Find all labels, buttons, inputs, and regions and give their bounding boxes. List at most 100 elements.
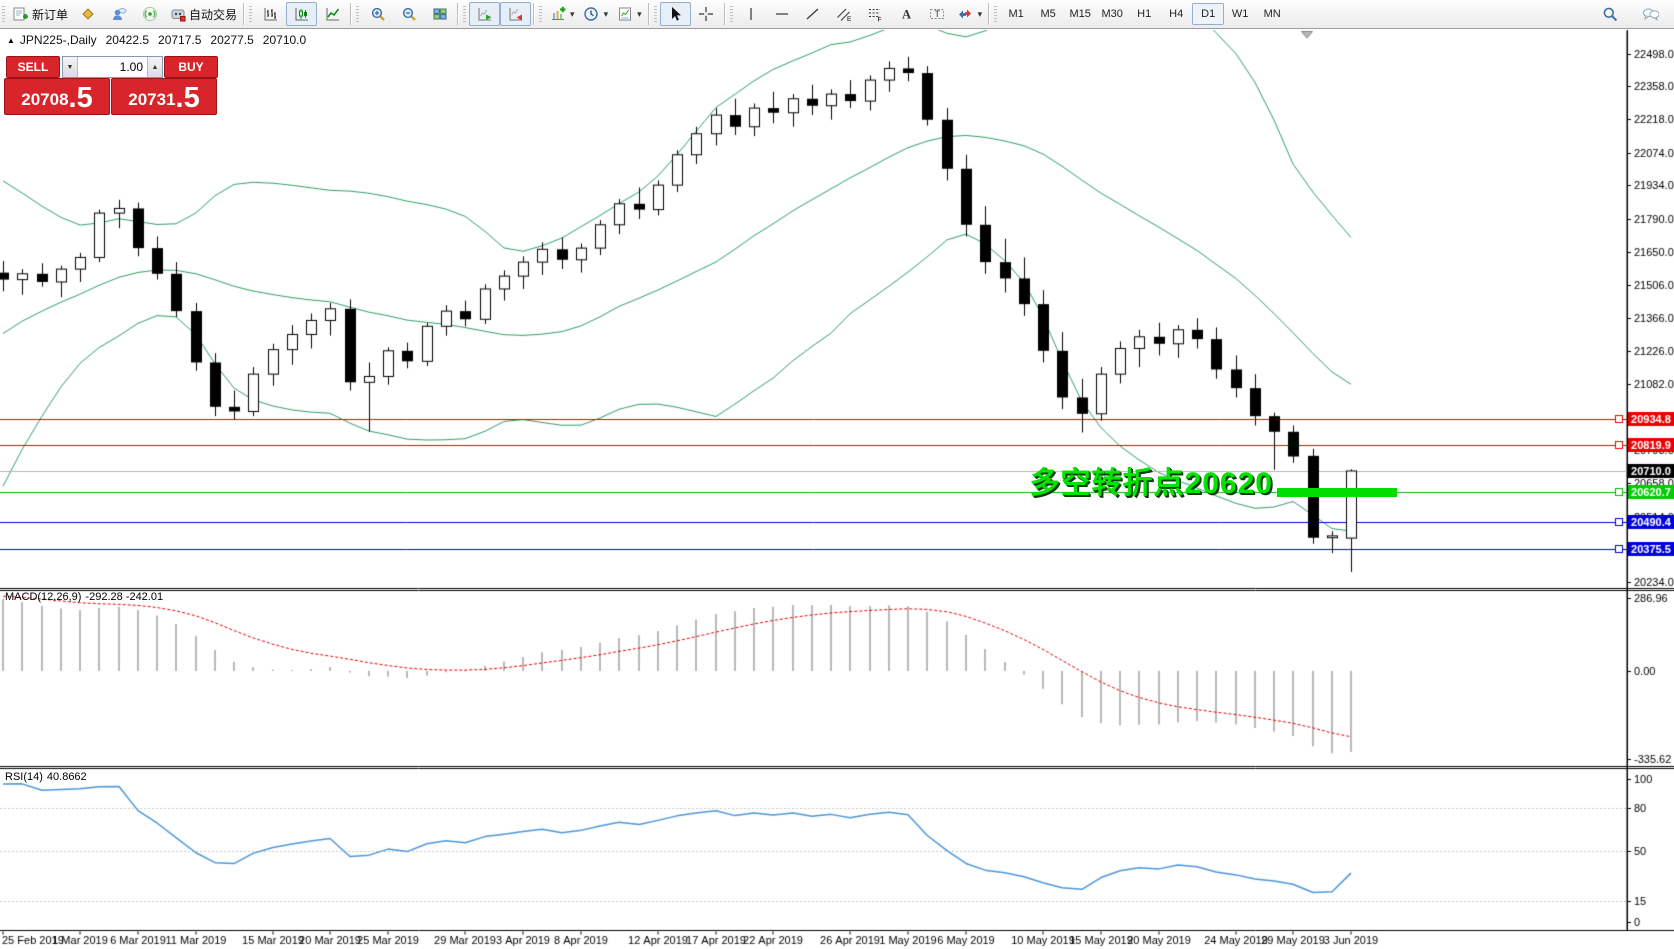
toolbar-separator xyxy=(457,3,460,25)
templates-button[interactable]: ▾ xyxy=(612,2,646,26)
symbol-period-label: JPN225-,Daily xyxy=(19,33,97,47)
vertical-line-button[interactable] xyxy=(736,2,767,26)
community-button[interactable] xyxy=(72,2,103,26)
toolbar-grip[interactable] xyxy=(729,6,733,22)
fibonacci-button[interactable]: F xyxy=(860,2,891,26)
toolbar-separator xyxy=(533,3,536,25)
toolbar-group-0: 新订单 自动交易 xyxy=(0,0,241,28)
toolbar-grip[interactable] xyxy=(2,6,5,22)
timeframe-m1-button[interactable]: M1 xyxy=(1008,8,1024,20)
one-click-trading-panel: SELL ▼ ▲ BUY 20708 .5 20731 .5 xyxy=(4,46,218,115)
buy-button[interactable]: BUY xyxy=(164,56,218,78)
signals-button[interactable] xyxy=(134,2,165,26)
collapse-arrow-icon[interactable]: ▲ xyxy=(7,35,15,45)
user-account-button[interactable] xyxy=(103,2,134,26)
cursor-icon xyxy=(667,6,684,23)
rsi-panel-separator[interactable] xyxy=(0,763,1674,771)
buy-price-button[interactable]: 20731 .5 xyxy=(111,78,217,115)
bar-chart-button[interactable] xyxy=(255,2,286,26)
clock-icon xyxy=(583,6,600,23)
open-value: 20422.5 xyxy=(105,33,150,47)
signals-icon xyxy=(141,6,158,23)
new-order-button[interactable]: 新订单 xyxy=(8,2,72,26)
toolbar-grip[interactable] xyxy=(653,6,657,22)
template-icon xyxy=(616,6,633,23)
cursor-button[interactable] xyxy=(659,2,691,26)
toolbar-group-1 xyxy=(247,0,348,28)
sell-price-main: 20708 xyxy=(21,90,69,109)
volume-decrease-button[interactable]: ▼ xyxy=(63,57,78,77)
hline-icon xyxy=(774,6,791,23)
timeframe-mn-button[interactable]: MN xyxy=(1263,8,1281,20)
volume-increase-button[interactable]: ▲ xyxy=(147,57,162,77)
new-order-button-label: 新订单 xyxy=(32,7,69,22)
trendline-icon xyxy=(805,6,822,23)
line-chart-button[interactable] xyxy=(317,2,348,26)
svg-text:A: A xyxy=(902,8,911,22)
chart-line-icon xyxy=(324,6,341,23)
toolbar-grip[interactable] xyxy=(994,6,998,22)
crosshair-button[interactable] xyxy=(691,2,722,26)
chat-button[interactable] xyxy=(1635,2,1666,26)
auto-scroll-icon xyxy=(476,6,493,23)
periods-button[interactable]: ▾ xyxy=(579,2,613,26)
timeframe-h4-button[interactable]: H4 xyxy=(1169,8,1184,20)
horizontal-line-button[interactable] xyxy=(767,2,798,26)
autotrading-button-label: 自动交易 xyxy=(189,7,238,22)
zoom-out-button[interactable] xyxy=(393,2,424,26)
timeframe-h1-button[interactable]: H1 xyxy=(1137,8,1152,20)
sell-price-button[interactable]: 20708 .5 xyxy=(4,78,110,115)
text-label-button[interactable]: T xyxy=(922,2,953,26)
toolbar-grip[interactable] xyxy=(356,6,360,22)
search-button[interactable] xyxy=(1594,2,1625,26)
volume-input[interactable] xyxy=(78,57,147,77)
chevron-down-icon[interactable]: ▾ xyxy=(637,8,642,19)
chart-candles-icon xyxy=(293,6,310,23)
chevron-down-icon[interactable]: ▾ xyxy=(603,8,609,19)
zoom-in-icon xyxy=(369,6,386,23)
channel-icon: E xyxy=(836,6,853,23)
zoom-in-button[interactable] xyxy=(362,2,393,26)
svg-text:E: E xyxy=(847,16,852,22)
crosshair-icon xyxy=(698,6,715,23)
turning-point-annotation[interactable]: 多空转折点20620 xyxy=(1029,467,1273,500)
autotrading-button[interactable]: 自动交易 xyxy=(165,2,241,26)
toolbar-group-6: E F A T ▾ xyxy=(728,0,987,28)
timeframe-m15-button[interactable]: M15 xyxy=(1069,8,1091,20)
timeframe-m30-button[interactable]: M30 xyxy=(1101,8,1123,20)
chevron-down-icon[interactable]: ▾ xyxy=(570,8,575,19)
candle-chart-button[interactable] xyxy=(286,2,318,26)
chevron-down-icon[interactable]: ▾ xyxy=(977,8,983,19)
arrows-button[interactable]: ▾ xyxy=(953,2,987,26)
buy-price-fraction: .5 xyxy=(175,82,200,114)
zoom-out-icon xyxy=(400,6,417,23)
toolbar-separator xyxy=(243,3,246,25)
timeframe-w1-button[interactable]: W1 xyxy=(1231,8,1249,20)
auto-scroll-button[interactable] xyxy=(469,2,501,26)
sell-button[interactable]: SELL xyxy=(6,56,60,78)
timeframe-d1-button[interactable]: D1 xyxy=(1192,3,1225,25)
chart-bars-icon xyxy=(262,6,279,23)
text-button[interactable]: A xyxy=(891,2,922,26)
macd-panel-separator[interactable] xyxy=(0,585,1674,593)
rsi-indicator-label: RSI(14) 40.8662 xyxy=(5,771,87,783)
time-axis[interactable] xyxy=(0,931,1627,949)
toolbar-grip[interactable] xyxy=(539,6,543,22)
timeframe-toolbar: M1 M5 M15 M30 H1 H4 D1 W1 MN xyxy=(992,0,1288,28)
trend-line-segment[interactable] xyxy=(1277,488,1397,497)
chart-shift-button[interactable] xyxy=(500,2,532,26)
toolbar-separator xyxy=(647,3,650,25)
timeframe-m5-button[interactable]: M5 xyxy=(1040,8,1056,20)
channel-button[interactable]: E xyxy=(829,2,860,26)
toolbar: 新订单 自动交易 ▾ ▾ ▾ E F A T ▾ M1 M5 M15 M30 H1 H4 D1 W1 MN xyxy=(0,0,1674,29)
toolbar-grip[interactable] xyxy=(463,6,467,22)
trendline-button[interactable] xyxy=(798,2,829,26)
toolbar-grip[interactable] xyxy=(249,6,253,22)
toolbar-group-2 xyxy=(354,0,455,28)
high-value: 20717.5 xyxy=(158,33,202,47)
tile-windows-button[interactable] xyxy=(424,2,455,26)
price-axis[interactable] xyxy=(1627,30,1674,930)
indicators-button[interactable]: ▾ xyxy=(545,2,579,26)
toolbar-separator xyxy=(723,3,726,25)
